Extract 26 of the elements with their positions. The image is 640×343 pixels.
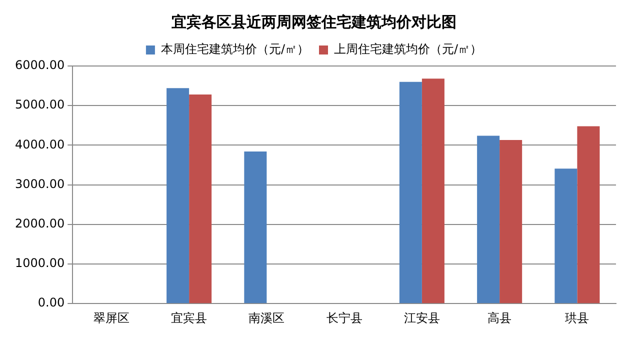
bar bbox=[422, 78, 444, 304]
bar bbox=[500, 140, 522, 304]
y-tick-label: 4000.00 bbox=[15, 137, 65, 152]
y-tick-label: 5000.00 bbox=[15, 98, 65, 112]
bar bbox=[554, 168, 578, 304]
y-tick-label: 2000.00 bbox=[15, 216, 65, 231]
bar bbox=[399, 82, 422, 304]
bar bbox=[166, 88, 190, 304]
bar bbox=[477, 136, 500, 304]
x-tick-label: 江安县 bbox=[404, 310, 440, 325]
x-tick-label: 翠屏区 bbox=[93, 310, 130, 325]
x-tick-label: 高县 bbox=[488, 310, 512, 325]
x-tick-label: 南溪区 bbox=[248, 310, 285, 325]
bar bbox=[189, 94, 212, 304]
legend-label: 上周住宅建筑均价（元/㎡） bbox=[334, 42, 482, 56]
x-tick-label: 珙县 bbox=[565, 310, 590, 325]
legend-label: 本周住宅建筑均价（元/㎡） bbox=[160, 42, 310, 56]
y-tick-label: 1000.00 bbox=[15, 256, 65, 270]
x-tick-label: 长宁县 bbox=[326, 310, 362, 325]
y-tick-label: 3000.00 bbox=[15, 176, 65, 191]
y-tick-label: 0.00 bbox=[38, 296, 65, 310]
x-tick-label: 宜宾县 bbox=[171, 310, 208, 325]
bar bbox=[244, 152, 267, 304]
bar bbox=[577, 126, 600, 304]
chart-title: 宜宾各区县近两周网签住宅建筑均价对比图 bbox=[172, 12, 456, 31]
y-tick-label: 6000.00 bbox=[15, 58, 65, 72]
